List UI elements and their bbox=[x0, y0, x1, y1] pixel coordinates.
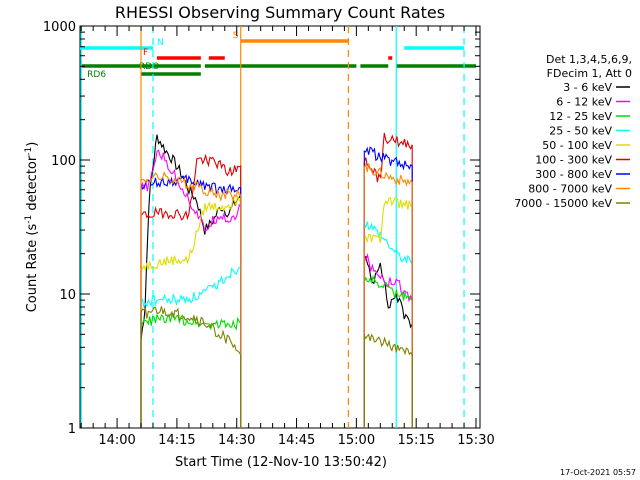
legend-entry-label: 7000 - 15000 keV bbox=[514, 197, 612, 210]
series-line bbox=[140, 312, 242, 428]
flag-label-f: F bbox=[143, 48, 148, 58]
y-axis-label-sup2: -1 bbox=[24, 147, 34, 156]
legend-entry-label: 12 - 25 keV bbox=[549, 110, 612, 123]
plot-area-frame bbox=[79, 25, 481, 429]
series-line bbox=[363, 196, 413, 428]
axes: 1 10 100 1000 14:00 14:15 14:30 14:45 15:00 15:15… bbox=[43, 20, 495, 448]
series-25to50keV-group bbox=[140, 221, 413, 428]
series-line bbox=[363, 333, 413, 428]
legend-entry-label: 3 - 6 keV bbox=[563, 81, 612, 94]
series-line bbox=[140, 171, 242, 428]
series-3to6keV-group bbox=[140, 134, 413, 428]
legend-header-line: Det 1,3,4,5,6,9, bbox=[546, 53, 632, 66]
y-axis-label: Count Rate (s-1 detector-1) bbox=[24, 142, 40, 313]
series-line bbox=[140, 153, 242, 428]
series-line bbox=[363, 146, 413, 428]
x-tick-label: 14:45 bbox=[278, 433, 315, 448]
flag-label-n: N bbox=[157, 38, 164, 48]
series-line bbox=[363, 162, 413, 428]
series-line bbox=[363, 255, 413, 428]
series-line bbox=[363, 274, 413, 428]
y-axis-label-sup1: -1 bbox=[24, 215, 34, 224]
series-6to12keV-group bbox=[140, 149, 413, 428]
chart-title: RHESSI Observing Summary Count Rates bbox=[115, 3, 445, 22]
vertical-markers bbox=[80, 26, 465, 428]
series-line bbox=[140, 149, 242, 428]
x-tick-label: 14:30 bbox=[218, 433, 255, 448]
series-line bbox=[363, 221, 413, 428]
legend-entry-label: 6 - 12 keV bbox=[556, 96, 612, 109]
x-axis-label: Start Time (12-Nov-10 13:50:42) bbox=[175, 455, 387, 470]
x-tick-label: 15:00 bbox=[338, 433, 375, 448]
series-300to800keV-group bbox=[140, 146, 413, 428]
series-100to300keV-group bbox=[140, 132, 413, 428]
footer-timestamp: 17-Oct-2021 05:57 bbox=[560, 468, 636, 477]
series-12to25keV-group bbox=[140, 274, 413, 428]
legend-entry-label: 25 - 50 keV bbox=[549, 125, 612, 138]
legend-entry-label: 50 - 100 keV bbox=[542, 139, 612, 152]
series-line bbox=[140, 173, 242, 428]
legend-header-line: FDecim 1, Att 0 bbox=[547, 67, 632, 80]
series-800to7000keV-group bbox=[140, 162, 413, 428]
series-line bbox=[140, 195, 242, 428]
y-tick-label: 10 bbox=[59, 288, 76, 303]
legend-entry-label: 800 - 7000 keV bbox=[528, 183, 612, 196]
x-tick-label: 14:00 bbox=[98, 433, 135, 448]
flag-label-s: S bbox=[233, 31, 239, 41]
legend: Det 1,3,4,5,6,9,FDecim 1, Att 03 - 6 keV… bbox=[514, 53, 632, 210]
y-tick-label: 100 bbox=[51, 154, 76, 169]
x-tick-label: 15:30 bbox=[457, 433, 494, 448]
x-tick-label: 15:15 bbox=[397, 433, 434, 448]
legend-entry-label: 100 - 300 keV bbox=[535, 154, 612, 167]
series-7000to15000keV-group bbox=[140, 306, 413, 428]
series-lines bbox=[140, 132, 413, 428]
series-line bbox=[140, 134, 242, 428]
flag-label-rd6: RD6 bbox=[87, 70, 106, 80]
legend-entry-label: 300 - 800 keV bbox=[535, 168, 612, 181]
y-tick-label: 1000 bbox=[43, 20, 76, 35]
flag-bars: N S F RDO RD6 bbox=[80, 31, 477, 80]
y-axis-label-main: Count Rate (s bbox=[25, 224, 40, 313]
series-line bbox=[140, 306, 242, 428]
y-tick-label: 1 bbox=[68, 422, 76, 437]
y-axis-label-mid: detector bbox=[25, 155, 40, 215]
x-tick-label: 14:15 bbox=[158, 433, 195, 448]
flag-label-rdo: RDO bbox=[139, 62, 159, 72]
y-axis-label-end: ) bbox=[25, 142, 40, 147]
series-line bbox=[363, 132, 413, 428]
series-line bbox=[140, 265, 242, 428]
series-50to100keV-group bbox=[140, 195, 413, 428]
